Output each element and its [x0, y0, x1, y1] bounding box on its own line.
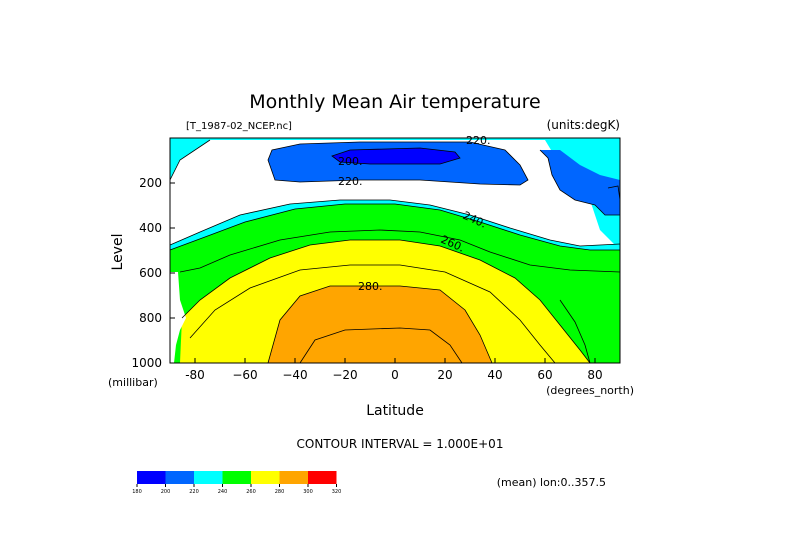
contour-line-small-north: [607, 185, 621, 201]
x-tick-label: −20: [332, 368, 357, 382]
colorbar-level-label: 280: [275, 489, 285, 495]
colorbar-level-label: 260: [246, 489, 256, 495]
footnote: (mean) lon:0..357.5: [497, 476, 606, 489]
colorbar-level-label: 200: [161, 489, 171, 495]
contour-line-270: [189, 264, 556, 364]
x-tick-label: 60: [537, 368, 552, 382]
contour-line-210-north: [539, 149, 620, 216]
contour-line-240: [169, 203, 620, 251]
colorbar: 180 200 220 240 260 280 300 320: [132, 471, 341, 495]
contour-line-260: [181, 239, 591, 364]
colorbar-swatch: [194, 471, 223, 484]
colorbar-swatch: [308, 471, 337, 484]
y-units-label: (millibar): [108, 376, 158, 389]
contour-line-190: [331, 147, 461, 165]
contour-label: 280.: [358, 280, 383, 293]
x-tick-label: 40: [487, 368, 502, 382]
masked-region: [170, 272, 186, 363]
colorbar-swatch: [279, 471, 308, 484]
x-tick-label: 80: [587, 368, 602, 382]
colorbar-swatch: [222, 471, 251, 484]
colorbar-swatch: [251, 471, 280, 484]
contour-plot-area: 200. 220. 220. 240. 260. 280.: [169, 134, 621, 364]
y-tick-label: 400: [139, 221, 162, 235]
band-200-220-north: [540, 150, 620, 215]
y-tick-label: 200: [139, 176, 162, 190]
colorbar-level-label: 220: [189, 489, 199, 495]
contour-label: 220.: [338, 175, 363, 188]
x-tick-label: 20: [437, 368, 452, 382]
contour-label: 200.: [338, 155, 363, 168]
y-tick-label: 1000: [131, 356, 162, 370]
contour-label: 220.: [466, 134, 491, 147]
contour-line-290: [299, 327, 463, 364]
y-tick-label: 800: [139, 311, 162, 325]
y-axis: 200 400 600 800 1000: [131, 176, 175, 370]
contour-line-250: [179, 229, 621, 273]
contour-line-265: [559, 299, 591, 364]
x-axis: -80 −60 −40 −20 0 20 40 60 80: [185, 358, 603, 382]
contour-line-220: [169, 139, 211, 181]
x-units-label: (degrees_north): [546, 384, 634, 397]
units-label: (units:degK): [547, 118, 620, 132]
x-axis-title: Latitude: [366, 403, 424, 419]
x-tick-label: 0: [391, 368, 399, 382]
file-label: [T_1987-02_NCEP.nc]: [186, 121, 292, 132]
x-tick-label: −60: [232, 368, 257, 382]
band-180-200: [332, 148, 460, 164]
colorbar-swatch: [137, 471, 166, 484]
colorbar-level-label: 300: [303, 489, 313, 495]
colorbar-level-label: 180: [132, 489, 142, 495]
contour-line-200: [267, 141, 529, 186]
x-tick-label: −40: [282, 368, 307, 382]
contour-line-280: [267, 285, 493, 364]
colorbar-level-label: 320: [332, 489, 342, 495]
chart-title: Monthly Mean Air temperature: [249, 91, 540, 113]
band-280-300: [268, 286, 492, 363]
band-220-240: [170, 138, 620, 250]
contour-line-230: [169, 199, 621, 247]
y-tick-label: 600: [139, 266, 162, 280]
colorbar-swatch: [165, 471, 194, 484]
contour-interval-label: CONTOUR INTERVAL = 1.000E+01: [297, 437, 504, 451]
colorbar-level-label: 240: [218, 489, 228, 495]
x-tick-label: -80: [185, 368, 205, 382]
y-axis-title: Level: [110, 234, 126, 271]
